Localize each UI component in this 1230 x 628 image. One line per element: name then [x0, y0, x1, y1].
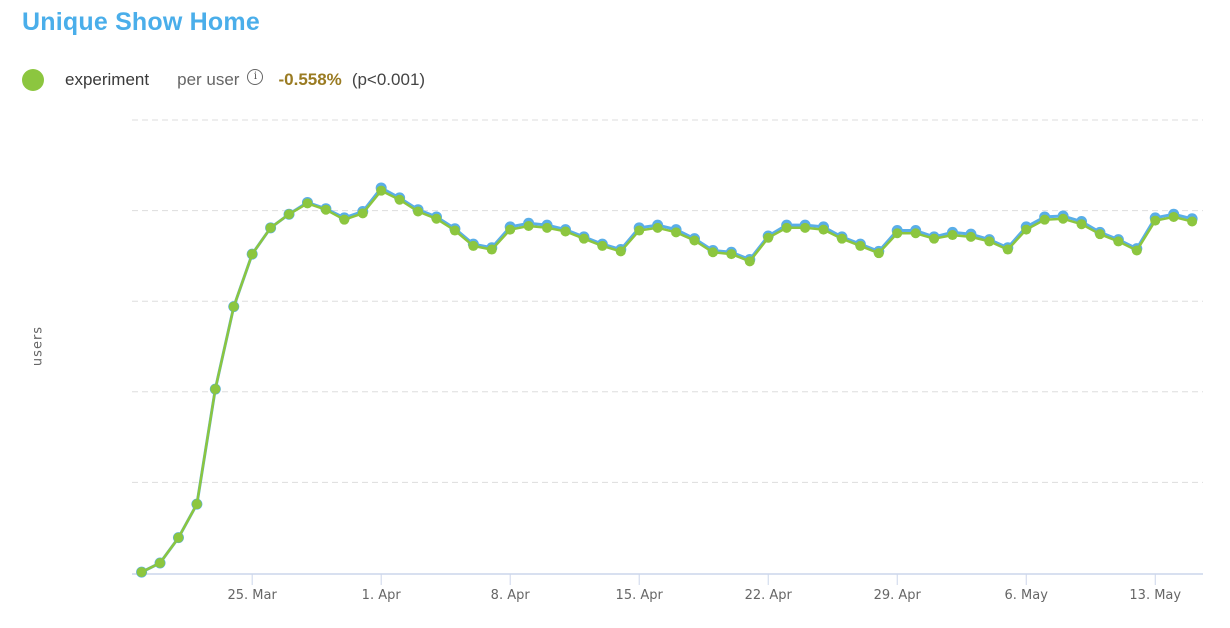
- x-tick-label: 29. Apr: [874, 588, 922, 603]
- data-point[interactable]: [1002, 244, 1013, 255]
- data-point[interactable]: [505, 224, 516, 235]
- data-point[interactable]: [357, 208, 368, 219]
- data-point[interactable]: [542, 222, 553, 233]
- chart-title: Unique Show Home: [22, 8, 260, 36]
- data-point[interactable]: [1039, 214, 1050, 225]
- legend-marker-experiment[interactable]: [22, 69, 44, 91]
- data-point[interactable]: [873, 248, 884, 259]
- series-control[interactable]: [136, 182, 1198, 578]
- data-point[interactable]: [910, 228, 921, 239]
- data-point[interactable]: [1113, 236, 1124, 247]
- data-point[interactable]: [1094, 229, 1105, 240]
- x-tick-label: 25. Mar: [228, 588, 278, 603]
- data-point[interactable]: [468, 240, 479, 251]
- data-point[interactable]: [634, 225, 645, 236]
- data-point[interactable]: [892, 228, 903, 239]
- p-value: (p<0.001): [351, 70, 426, 89]
- data-point[interactable]: [302, 198, 313, 209]
- x-tick-label: 6. May: [1005, 588, 1049, 603]
- delta-value: -0.558%: [278, 70, 342, 89]
- data-point[interactable]: [689, 235, 700, 246]
- data-point[interactable]: [1131, 245, 1142, 256]
- data-point[interactable]: [210, 384, 221, 395]
- data-point[interactable]: [449, 225, 460, 236]
- data-point[interactable]: [947, 230, 958, 241]
- data-point[interactable]: [763, 232, 774, 243]
- x-tick-label: 15. Apr: [616, 588, 664, 603]
- data-point[interactable]: [781, 222, 792, 233]
- data-point[interactable]: [707, 247, 718, 258]
- gridlines: [132, 119, 1203, 483]
- data-point[interactable]: [265, 222, 276, 233]
- x-tick-label: 1. Apr: [362, 588, 402, 603]
- series-line[interactable]: [141, 189, 1193, 574]
- series-line[interactable]: [140, 186, 1193, 574]
- data-point[interactable]: [855, 240, 866, 251]
- data-point[interactable]: [284, 209, 295, 220]
- data-point[interactable]: [339, 214, 350, 225]
- data-point[interactable]: [376, 185, 387, 196]
- data-point[interactable]: [1150, 215, 1161, 226]
- data-point[interactable]: [173, 532, 184, 543]
- data-point[interactable]: [1058, 213, 1069, 224]
- data-point[interactable]: [394, 194, 405, 205]
- data-point[interactable]: [836, 233, 847, 244]
- x-axis: 25. Mar 1. Apr 8. Apr 15. Apr 22. Apr 29. Apr…: [132, 573, 1203, 603]
- data-point[interactable]: [155, 558, 166, 569]
- legend: experiment per user i -0.558% (p<0.001): [22, 66, 425, 94]
- data-point[interactable]: [671, 227, 682, 238]
- data-point[interactable]: [744, 256, 755, 267]
- x-tick-label: 22. Apr: [745, 588, 793, 603]
- data-point[interactable]: [818, 224, 829, 235]
- data-point[interactable]: [228, 301, 239, 312]
- info-icon[interactable]: i: [247, 69, 264, 85]
- data-point[interactable]: [247, 249, 258, 260]
- data-point[interactable]: [523, 221, 534, 232]
- data-point[interactable]: [486, 244, 497, 255]
- x-tick-label: 8. Apr: [491, 588, 531, 603]
- data-point[interactable]: [965, 231, 976, 242]
- data-point[interactable]: [597, 240, 608, 251]
- data-point[interactable]: [431, 213, 442, 224]
- data-point[interactable]: [136, 567, 147, 578]
- data-point[interactable]: [1076, 219, 1087, 230]
- metric-label: per user: [177, 70, 240, 89]
- data-point[interactable]: [320, 204, 331, 215]
- data-point[interactable]: [800, 222, 811, 233]
- data-point[interactable]: [1187, 216, 1198, 227]
- data-point[interactable]: [578, 233, 589, 244]
- data-point[interactable]: [726, 249, 737, 260]
- x-tick-label: 13. May: [1129, 588, 1181, 603]
- data-point[interactable]: [1168, 211, 1179, 222]
- data-point[interactable]: [652, 222, 663, 233]
- series-experiment[interactable]: [136, 185, 1198, 578]
- data-point[interactable]: [984, 236, 995, 247]
- data-point[interactable]: [191, 499, 202, 510]
- series-group[interactable]: [136, 182, 1198, 578]
- data-point[interactable]: [560, 226, 571, 237]
- data-point[interactable]: [413, 206, 424, 217]
- legend-series-name[interactable]: experiment: [65, 70, 150, 89]
- data-point[interactable]: [615, 246, 626, 257]
- data-point[interactable]: [929, 233, 940, 244]
- data-point[interactable]: [1021, 224, 1032, 235]
